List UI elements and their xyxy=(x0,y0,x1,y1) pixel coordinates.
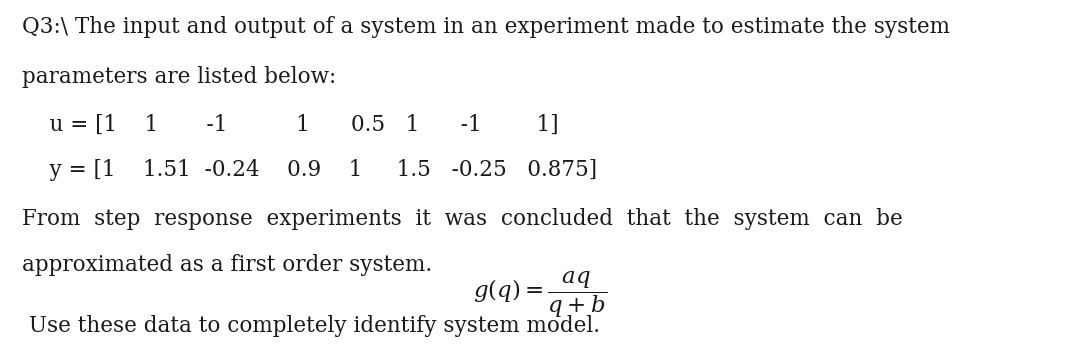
Text: y = [1    1.51  -0.24    0.9    1     1.5   -0.25   0.875]: y = [1 1.51 -0.24 0.9 1 1.5 -0.25 0.875] xyxy=(22,159,597,181)
Text: u = [1    1       -1          1      0.5   1      -1        1]: u = [1 1 -1 1 0.5 1 -1 1] xyxy=(22,114,558,136)
Text: Q3:\ The input and output of a system in an experiment made to estimate the syst: Q3:\ The input and output of a system in… xyxy=(22,16,949,38)
Text: From  step  response  experiments  it  was  concluded  that  the  system  can  b: From step response experiments it was co… xyxy=(22,208,903,230)
Text: approximated as a first order system.: approximated as a first order system. xyxy=(22,254,432,276)
Text: $g(q) = \dfrac{aq}{q + b}$: $g(q) = \dfrac{aq}{q + b}$ xyxy=(473,270,607,320)
Text: parameters are listed below:: parameters are listed below: xyxy=(22,66,336,88)
Text: Use these data to completely identify system model.: Use these data to completely identify sy… xyxy=(22,315,599,337)
